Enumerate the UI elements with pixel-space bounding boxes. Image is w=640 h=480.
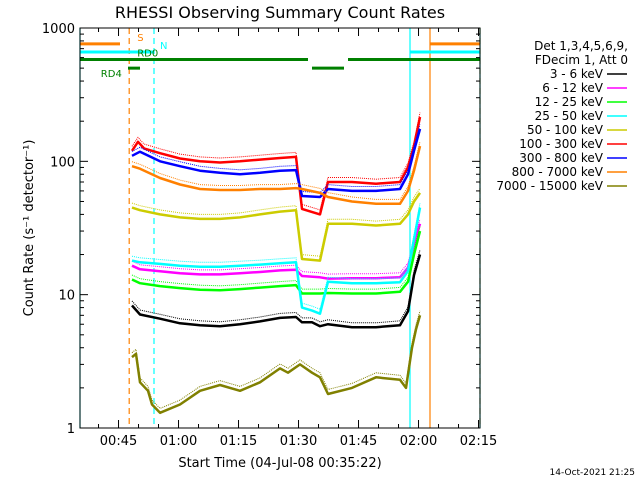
series-line [131,207,422,315]
series-line [131,254,422,329]
series-line [131,145,422,206]
series-noise [131,226,421,290]
y-tick-label: 10 [58,289,75,304]
series-noise [131,219,421,275]
series-12-25-kev [131,226,422,295]
series-noise [131,249,421,324]
y-tick-label: 1000 [42,22,75,37]
chart-title: RHESSI Observing Summary Count Rates [115,3,445,22]
observing-bar-label: N [160,41,167,52]
series-line [131,128,422,199]
series-line [131,314,422,415]
observing-bar-label: S [137,33,143,44]
legend-entry-label: 3 - 6 keV [550,67,604,81]
x-tick-label: 00:45 [100,434,137,449]
axis-ticks: 1 10 100 1000 00:45 01:00 01:15 01:30 01:45 02:00… [42,22,497,449]
series-line [131,223,422,280]
legend-entry-label: 800 - 7000 keV [512,165,604,179]
series-7000-15000-kev [131,310,422,415]
x-tick-label: 01:45 [340,434,377,449]
legend-entry-label: 50 - 100 keV [527,123,604,137]
series-noise [131,112,421,211]
legend-header-line: FDecim 1, Att 0 [535,53,628,67]
y-tick-label: 1 [67,422,75,437]
series-800-7000-kev [131,141,422,206]
legend: Det 1,3,4,5,6,9, FDecim 1, Att 0 3 - 6 k… [496,39,628,193]
series-line [130,116,422,216]
series-3-6-kev [131,249,422,329]
series-line [131,192,422,262]
timestamp: 14-Oct-2021 21:25 [550,468,635,478]
series-line [131,230,422,295]
x-tick-label: 01:00 [160,434,197,449]
observing-bar-label: RD4 [101,69,122,80]
x-tick-label: 01:15 [220,434,257,449]
series-6-12-kev [131,219,422,280]
x-tick-label: 02:00 [400,434,437,449]
series-300-800-kev [131,124,422,199]
legend-entry-label: 12 - 25 keV [535,95,604,109]
legend-header-line: Det 1,3,4,5,6,9, [534,39,628,53]
legend-entry-label: 300 - 800 keV [519,151,603,165]
series-noise [131,124,421,194]
x-axis-label: Start Time (04-Jul-08 00:35:22) [178,456,381,471]
y-axis-label: Count Rate (s⁻¹ detector⁻¹) [22,140,37,317]
y-tick-label: 100 [50,155,75,170]
x-tick-label: 01:30 [280,434,317,449]
series-noise [131,188,421,257]
series-noise [131,310,421,409]
legend-entry-label: 7000 - 15000 keV [496,179,603,193]
series-lines [130,112,422,415]
observing-bar-label: RD0 [137,49,158,60]
legend-entry-label: 100 - 300 keV [519,137,603,151]
series-25-50-kev [131,203,422,315]
series-50-100-kev [131,188,422,262]
legend-entry-label: 6 - 12 keV [542,81,604,95]
series-noise [131,203,421,310]
x-tick-label: 02:15 [460,434,497,449]
series-noise [131,141,421,200]
series-100-300-kev [130,112,422,216]
legend-entry-label: 25 - 50 keV [535,109,604,123]
plot-frame [79,27,481,429]
